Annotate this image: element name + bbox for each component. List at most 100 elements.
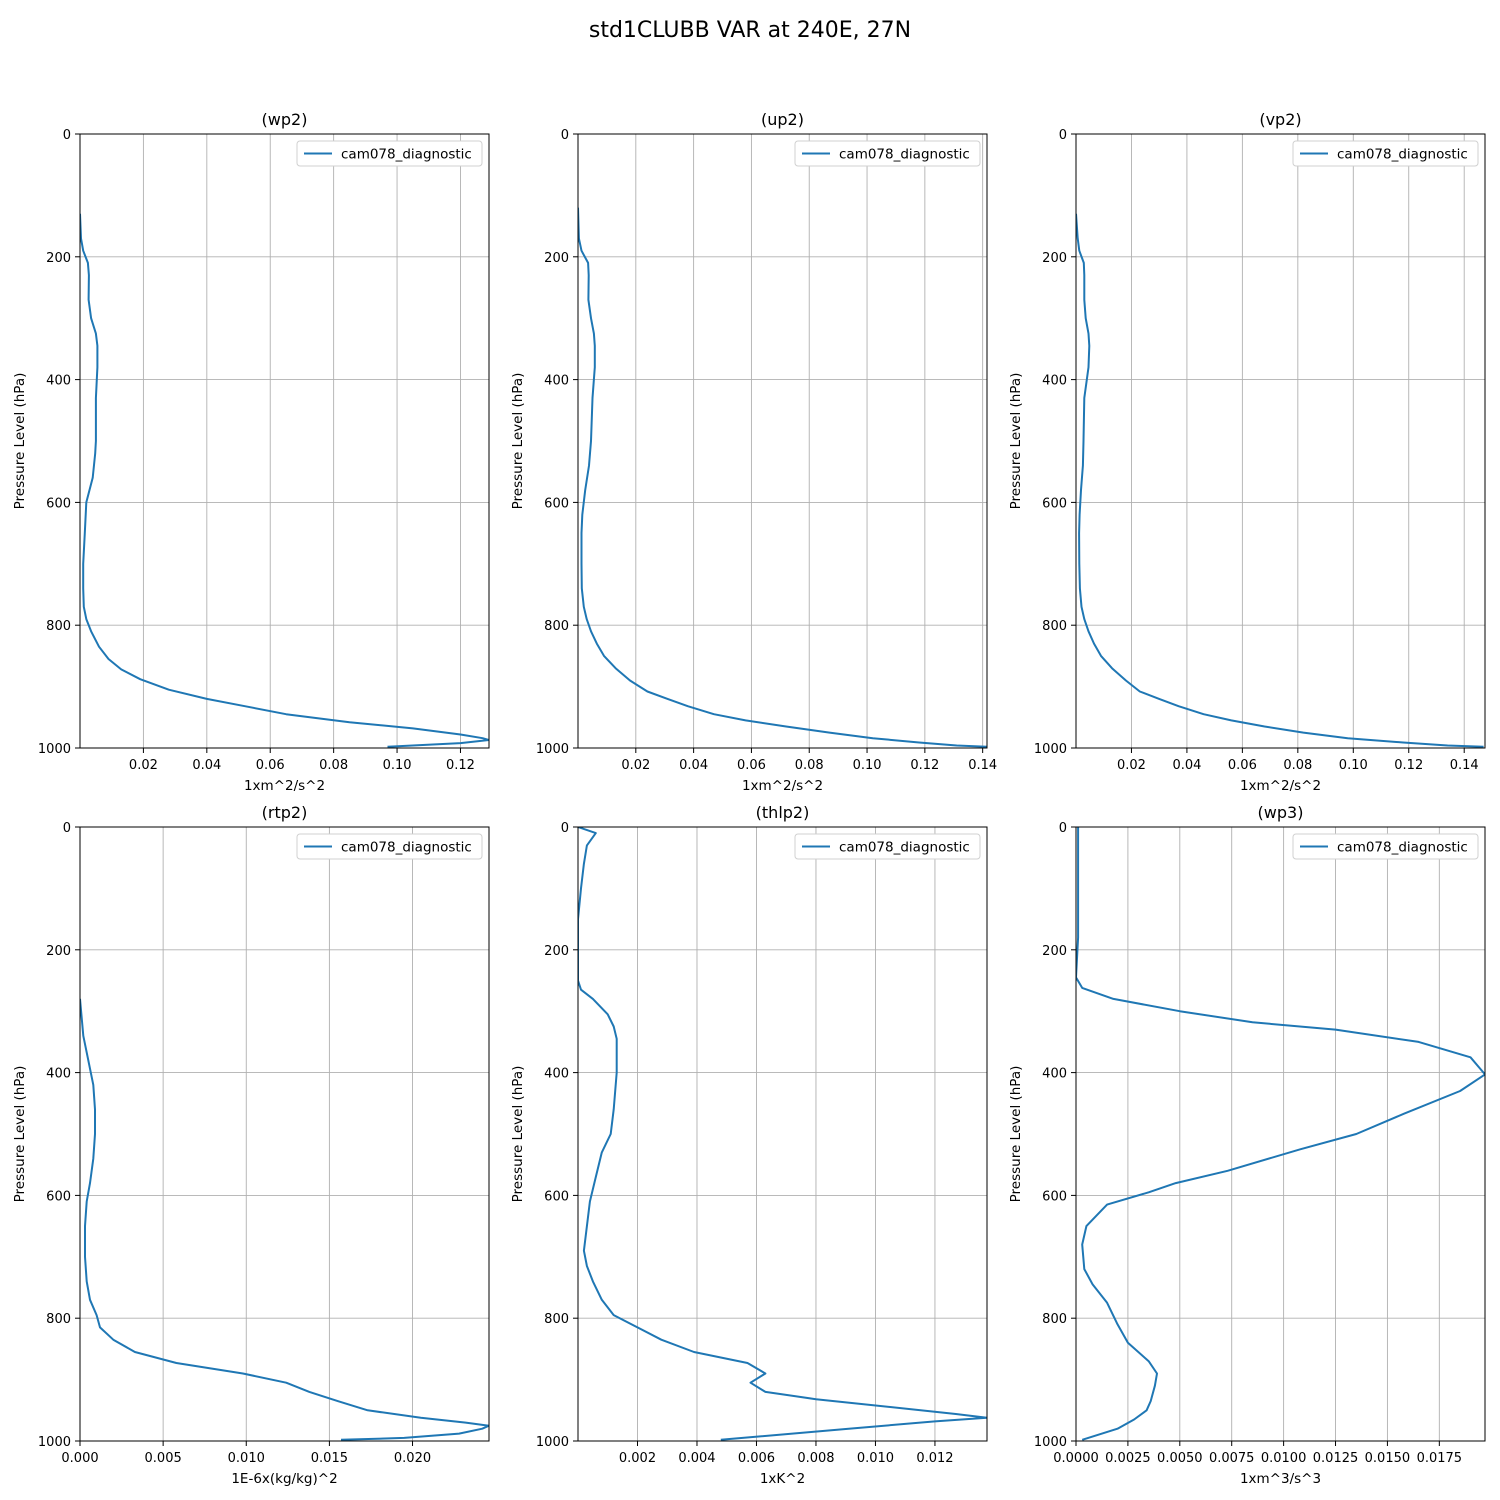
x-tick-label: 0.0125 [1313,1451,1359,1466]
y-tick-label: 1000 [1034,742,1067,757]
plot-frame [577,133,988,749]
y-tick-label: 800 [46,619,71,634]
legend-label: cam078_diagnostic [341,147,472,163]
y-tick-label: 400 [544,1067,569,1082]
x-tick-label: 0.10 [853,758,882,773]
y-axis-label: Pressure Level (hPa) [12,1066,28,1203]
y-tick-label: 600 [1042,1189,1067,1204]
x-axis-label: 1xm^3/s^3 [1240,1471,1321,1487]
y-tick-label: 0 [561,128,569,143]
x-tick-label: 0.015 [311,1451,348,1466]
legend: cam078_diagnostic [296,833,483,860]
y-tick-label: 600 [544,496,569,511]
plot-frame [1075,826,1486,1442]
panel-title: (rtp2) [262,803,308,822]
y-tick-label: 800 [544,1312,569,1327]
panel-title: (wp3) [1258,803,1304,822]
y-tick-label: 600 [1042,496,1067,511]
x-tick-label: 0.14 [968,758,997,773]
x-tick-label: 0.005 [145,1451,182,1466]
legend-box [296,833,483,860]
y-tick-label: 600 [544,1189,569,1204]
y-tick-label: 1000 [1034,1435,1067,1450]
y-tick-label: 800 [1042,1312,1067,1327]
y-tick-label: 800 [544,619,569,634]
x-tick-label: 0.000 [61,1451,98,1466]
legend-box [794,140,981,167]
series-line-cam078_diagnostic [1076,213,1484,748]
legend: cam078_diagnostic [794,833,981,860]
x-tick-label: 0.0175 [1417,1451,1463,1466]
legend: cam078_diagnostic [1292,140,1479,167]
y-axis-label: Pressure Level (hPa) [1008,1066,1024,1203]
panel-title: (thlp2) [756,803,810,822]
x-tick-label: 0.08 [1283,758,1312,773]
chart-panel-4: 0.002 0.004 0.006 0.008 0.010 0.012 0 200 400 600… [510,803,988,1487]
legend-box [794,833,981,860]
y-tick-label: 600 [46,496,71,511]
x-tick-label: 0.0100 [1261,1451,1307,1466]
x-tick-label: 0.04 [192,758,221,773]
y-tick-label: 400 [1042,374,1067,389]
x-tick-label: 0.06 [256,758,285,773]
x-tick-label: 0.12 [910,758,939,773]
y-tick-label: 1000 [38,742,71,757]
legend: cam078_diagnostic [296,140,483,167]
x-tick-label: 0.0075 [1209,1451,1255,1466]
y-tick-label: 0 [63,821,71,836]
plot-frame [1075,133,1486,749]
x-tick-label: 0.020 [394,1451,431,1466]
legend-box [296,140,483,167]
y-tick-label: 200 [1042,251,1067,266]
y-tick-label: 200 [46,251,71,266]
x-tick-label: 0.06 [737,758,766,773]
chart-panel-1: 0.02 0.04 0.06 0.08 0.10 0.12 0.14 0 200 400 600 80… [510,110,997,794]
y-axis-label: Pressure Level (hPa) [1008,373,1024,510]
x-tick-label: 0.14 [1450,758,1479,773]
legend-label: cam078_diagnostic [1337,840,1468,856]
x-tick-label: 0.02 [621,758,650,773]
legend: cam078_diagnostic [794,140,981,167]
y-tick-label: 800 [46,1312,71,1327]
y-axis-label: Pressure Level (hPa) [12,373,28,510]
legend-label: cam078_diagnostic [341,840,472,856]
x-tick-label: 0.0150 [1365,1451,1411,1466]
series-line-cam078_diagnostic [578,207,987,748]
y-tick-label: 400 [46,1067,71,1082]
plot-frame [577,826,988,1442]
y-tick-label: 1000 [536,742,569,757]
x-tick-label: 0.10 [383,758,412,773]
y-tick-label: 400 [1042,1067,1067,1082]
x-tick-label: 0.010 [857,1451,894,1466]
x-axis-label: 1E-6x(kg/kg)^2 [231,1471,337,1487]
x-tick-label: 0.04 [1172,758,1201,773]
panel-title: (wp2) [262,110,308,129]
series-line-cam078_diagnostic [80,998,489,1441]
y-tick-label: 400 [46,374,71,389]
x-tick-label: 0.0050 [1157,1451,1203,1466]
x-tick-label: 0.02 [1117,758,1146,773]
chart-panel-2: 0.02 0.04 0.06 0.08 0.10 0.12 0.14 0 200 400 600 80… [1008,110,1486,794]
chart-panel-3: 0.000 0.005 0.010 0.015 0.020 0 200 400 600 800 10… [12,803,490,1487]
y-tick-label: 800 [1042,619,1067,634]
y-axis-label: Pressure Level (hPa) [510,1066,526,1203]
series-line-cam078_diagnostic [80,213,489,748]
x-tick-label: 0.0025 [1105,1451,1151,1466]
y-tick-label: 200 [544,251,569,266]
x-tick-label: 0.12 [1394,758,1423,773]
x-tick-label: 0.02 [129,758,158,773]
x-tick-label: 0.04 [679,758,708,773]
y-tick-label: 200 [46,944,71,959]
x-tick-label: 0.12 [446,758,475,773]
x-tick-label: 0.004 [678,1451,715,1466]
legend: cam078_diagnostic [1292,833,1479,860]
y-tick-label: 1000 [536,1435,569,1450]
x-tick-label: 0.006 [738,1451,775,1466]
y-tick-label: 0 [1059,821,1067,836]
y-axis-label: Pressure Level (hPa) [510,373,526,510]
x-axis-label: 1xm^2/s^2 [1240,778,1321,794]
x-tick-label: 0.10 [1339,758,1368,773]
y-tick-label: 0 [1059,128,1067,143]
y-tick-label: 0 [63,128,71,143]
